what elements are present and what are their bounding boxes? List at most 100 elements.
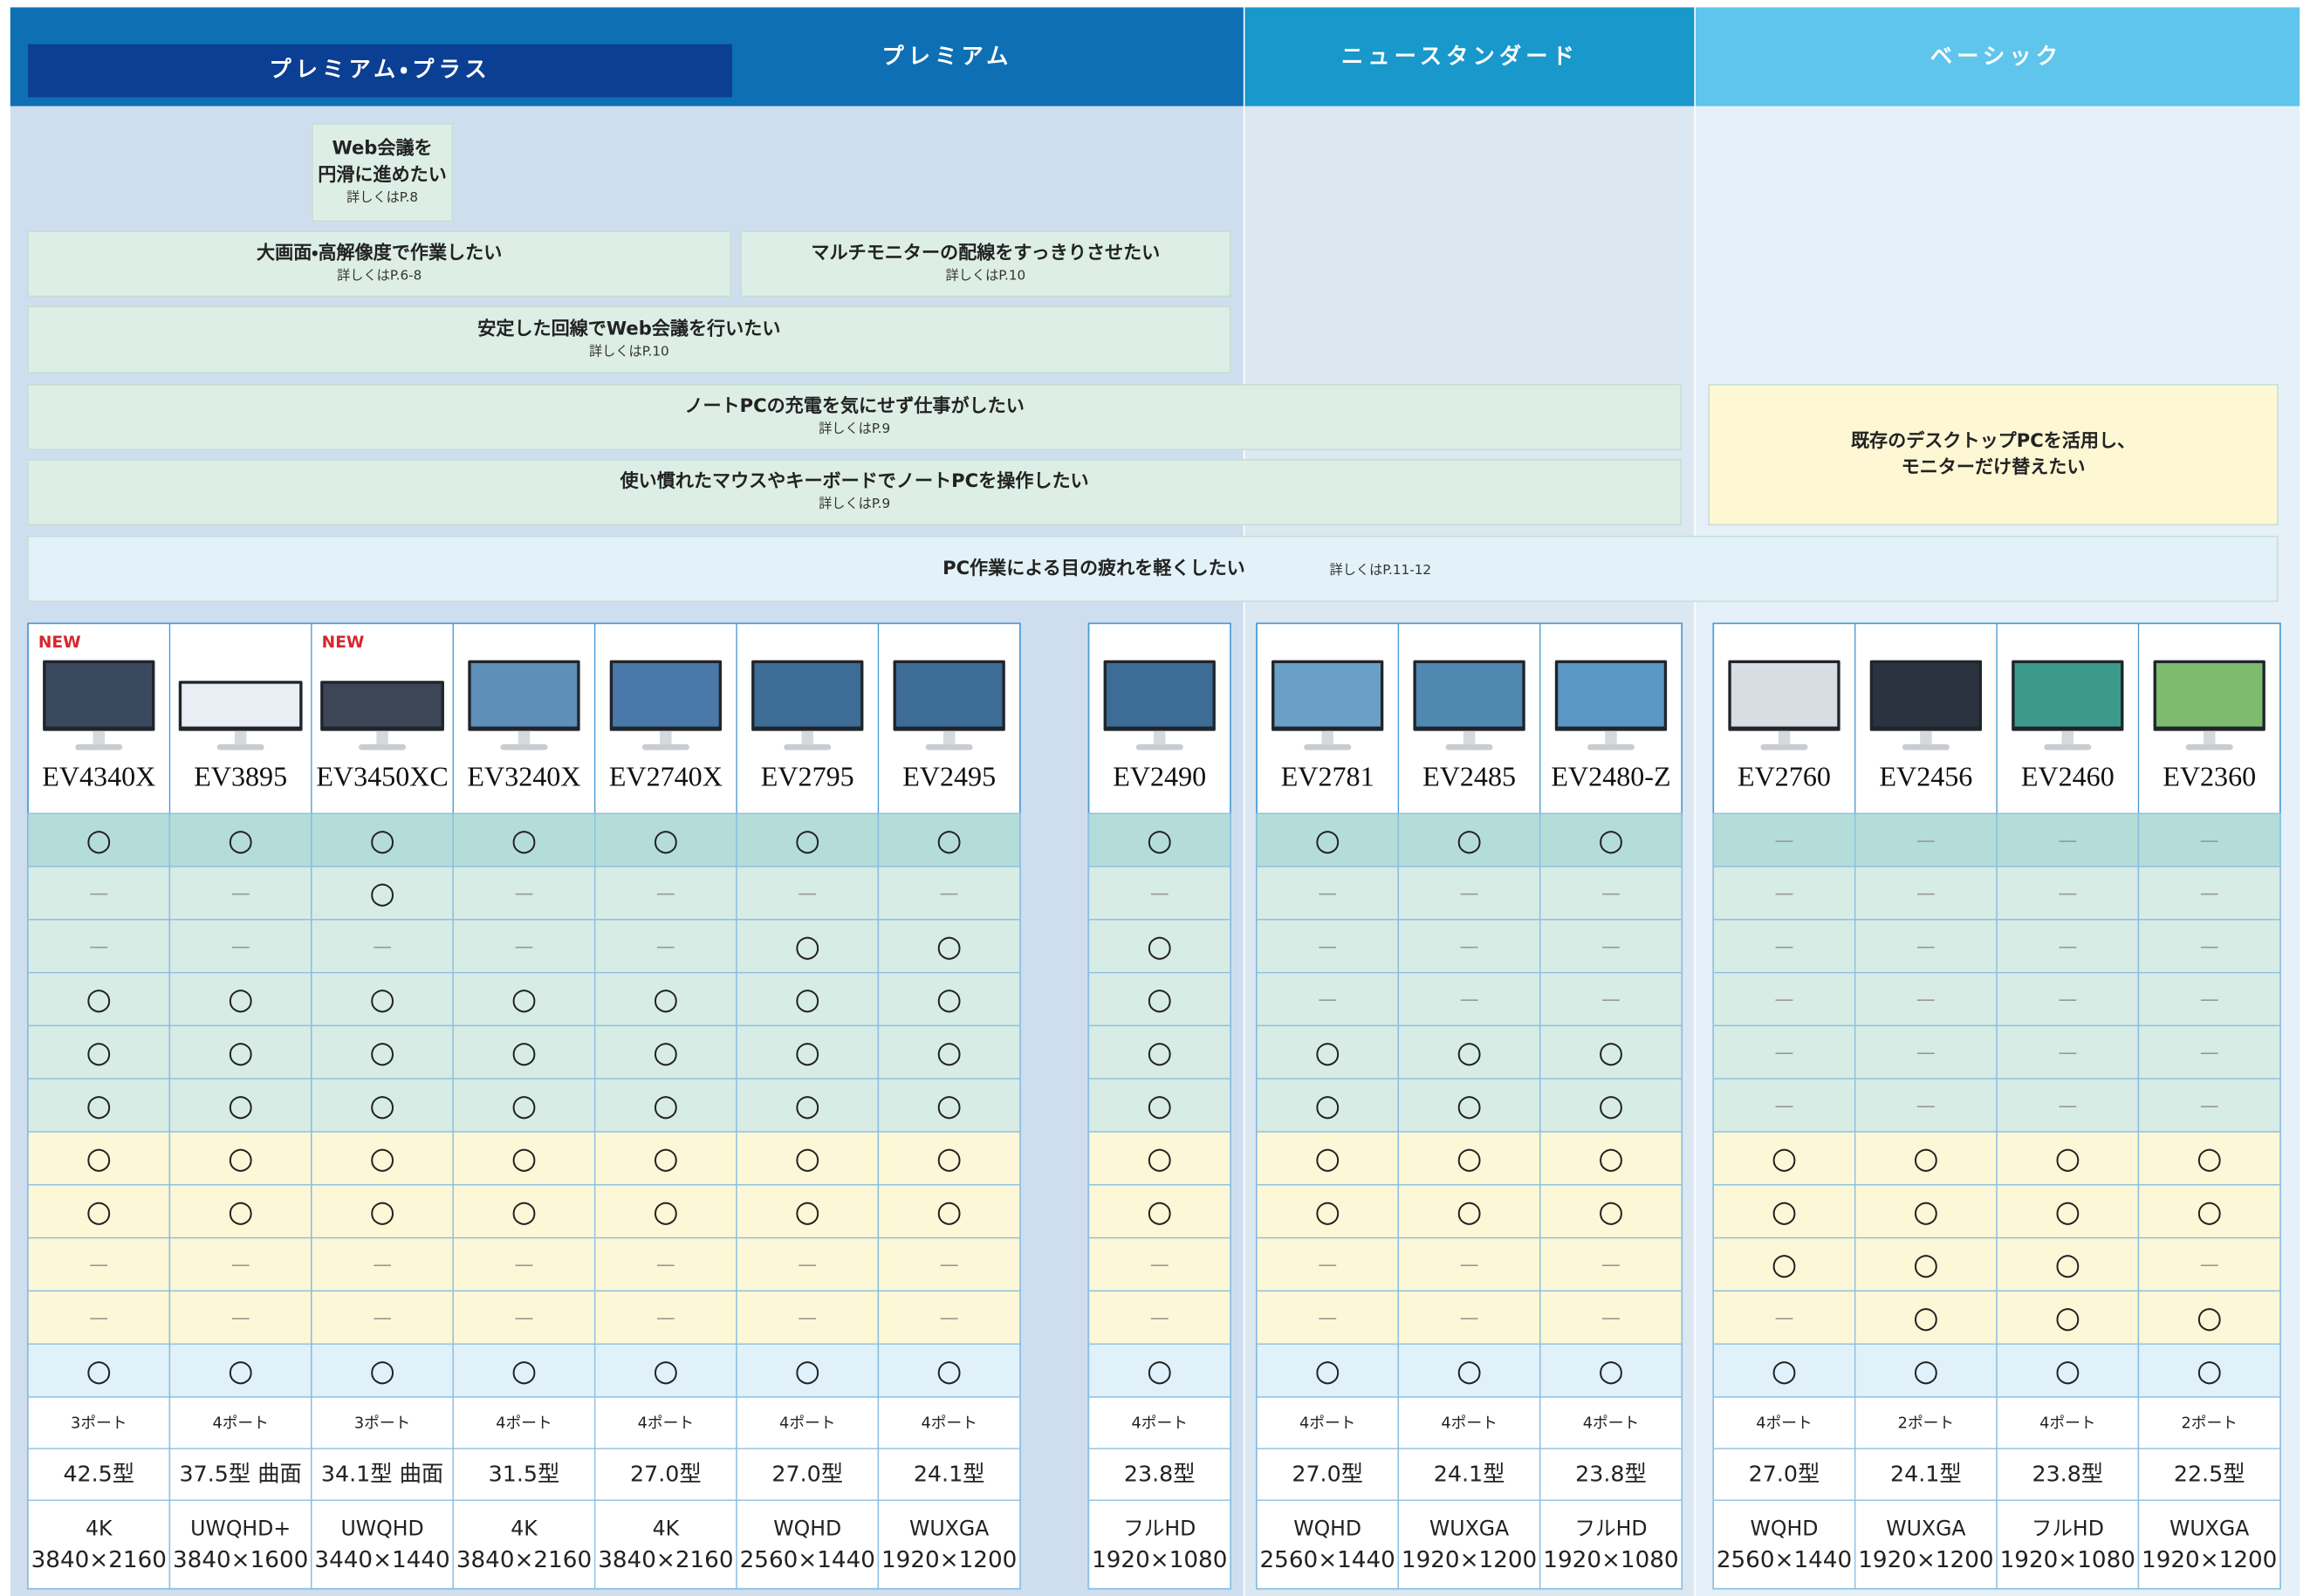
mark: ○ xyxy=(1314,1194,1340,1228)
ports: 4ポート xyxy=(1756,1414,1812,1432)
resolution-pixels: 3440×1440 xyxy=(314,1547,449,1573)
mark: ○ xyxy=(369,982,394,1016)
cell xyxy=(1397,919,1541,974)
model-name: EV3240X xyxy=(467,761,580,792)
mark: — xyxy=(1601,1255,1621,1277)
cell xyxy=(1712,971,1856,1027)
monitor-screen xyxy=(1558,662,1664,727)
resolution-name: WQHD xyxy=(1751,1516,1819,1540)
cell xyxy=(168,1024,312,1079)
mark: ○ xyxy=(1147,1035,1172,1069)
need-ref: 詳しくはP.10 xyxy=(946,267,1026,283)
mark: ○ xyxy=(2055,1300,2080,1334)
cell xyxy=(311,1078,454,1133)
cell xyxy=(1397,1131,1541,1186)
monitor-stand xyxy=(2203,730,2216,744)
resolution-pixels: 3840×1600 xyxy=(173,1547,308,1573)
mark: ○ xyxy=(653,1194,678,1228)
mark: — xyxy=(1775,990,1794,1011)
cell xyxy=(736,1184,880,1239)
mark: ○ xyxy=(1147,823,1172,857)
cell xyxy=(2137,1343,2281,1398)
cell xyxy=(27,1448,171,1501)
size: 27.0型 xyxy=(630,1461,702,1487)
resolution-name: 4K xyxy=(511,1516,538,1540)
monitor-stand xyxy=(943,730,956,744)
monitor-screen xyxy=(45,662,153,727)
mark: — xyxy=(515,883,534,905)
monitor-stand xyxy=(1321,730,1333,744)
mark: ○ xyxy=(511,1353,537,1387)
monitor-stand xyxy=(234,730,247,744)
need-title: PC作業による目の疲れを軽くしたい xyxy=(943,557,1245,579)
size: 27.0型 xyxy=(1292,1461,1363,1487)
cell xyxy=(1712,1343,1856,1398)
mark: ○ xyxy=(1457,1194,1482,1228)
cell xyxy=(1256,971,1400,1027)
cell xyxy=(1854,1448,1998,1501)
mark: — xyxy=(515,1307,534,1329)
cell xyxy=(1087,1078,1231,1133)
mark: ○ xyxy=(1457,1035,1482,1069)
mark: ○ xyxy=(1457,1088,1482,1122)
mark: ○ xyxy=(1598,1088,1623,1122)
cell xyxy=(1712,1078,1856,1133)
mark: — xyxy=(231,1255,250,1277)
cell xyxy=(1087,1236,1231,1292)
mark: — xyxy=(515,936,534,958)
mark: — xyxy=(89,1255,108,1277)
mark: — xyxy=(2200,830,2219,852)
cell xyxy=(1854,812,1998,867)
cell xyxy=(27,1078,171,1133)
resolution-pixels: 3840×2160 xyxy=(31,1547,167,1573)
mark: ○ xyxy=(1913,1247,1938,1281)
new-standard-header xyxy=(1244,7,1695,106)
cell xyxy=(168,1396,312,1449)
cell xyxy=(736,1396,880,1449)
monitor-screen xyxy=(2014,662,2121,727)
resolution-name: WUXGA xyxy=(1429,1516,1509,1540)
mark: — xyxy=(1318,1255,1337,1277)
cell xyxy=(1256,1396,1400,1449)
need-ref: 詳しくはP.11-12 xyxy=(1330,562,1431,578)
ports: 4ポート xyxy=(1299,1414,1355,1432)
mark: — xyxy=(89,936,108,958)
mark: ○ xyxy=(1598,1035,1623,1069)
mark: ○ xyxy=(1598,823,1623,857)
monitor-screen xyxy=(182,683,300,727)
mark: — xyxy=(1150,1255,1169,1277)
cell xyxy=(1712,1236,1856,1292)
mark: ○ xyxy=(936,1088,962,1122)
cell xyxy=(27,971,171,1027)
mark: ○ xyxy=(1772,1141,1797,1175)
model-name: EV2360 xyxy=(2163,761,2256,792)
mark: — xyxy=(2058,1095,2077,1117)
cell xyxy=(1539,1396,1683,1449)
mark: ○ xyxy=(1314,1035,1340,1069)
monitor-base xyxy=(1445,743,1493,750)
cell xyxy=(593,1448,737,1501)
cell xyxy=(1712,1184,1856,1239)
monitor-stand xyxy=(518,730,531,744)
mark: ○ xyxy=(228,1141,253,1175)
monitor-stand xyxy=(376,730,388,744)
monitor-screen xyxy=(1274,662,1381,727)
mark: — xyxy=(373,936,392,958)
size: 27.0型 xyxy=(1749,1461,1820,1487)
size: 24.1型 xyxy=(1890,1461,1962,1487)
mark: ○ xyxy=(936,1141,962,1175)
need-box xyxy=(312,123,453,222)
monitor-screen xyxy=(2156,662,2263,727)
tier-title: プレミアム xyxy=(881,43,1012,69)
monitor-base xyxy=(1135,743,1183,750)
cell xyxy=(1256,1184,1400,1239)
mark: ○ xyxy=(1147,928,1172,962)
mark: — xyxy=(1775,1307,1794,1329)
cell xyxy=(1256,1343,1400,1398)
cell xyxy=(1854,919,1998,974)
cell xyxy=(1539,1184,1683,1239)
cell xyxy=(452,1078,596,1133)
cell xyxy=(1712,1131,1856,1186)
cell xyxy=(877,1448,1021,1501)
cell xyxy=(27,1236,171,1292)
